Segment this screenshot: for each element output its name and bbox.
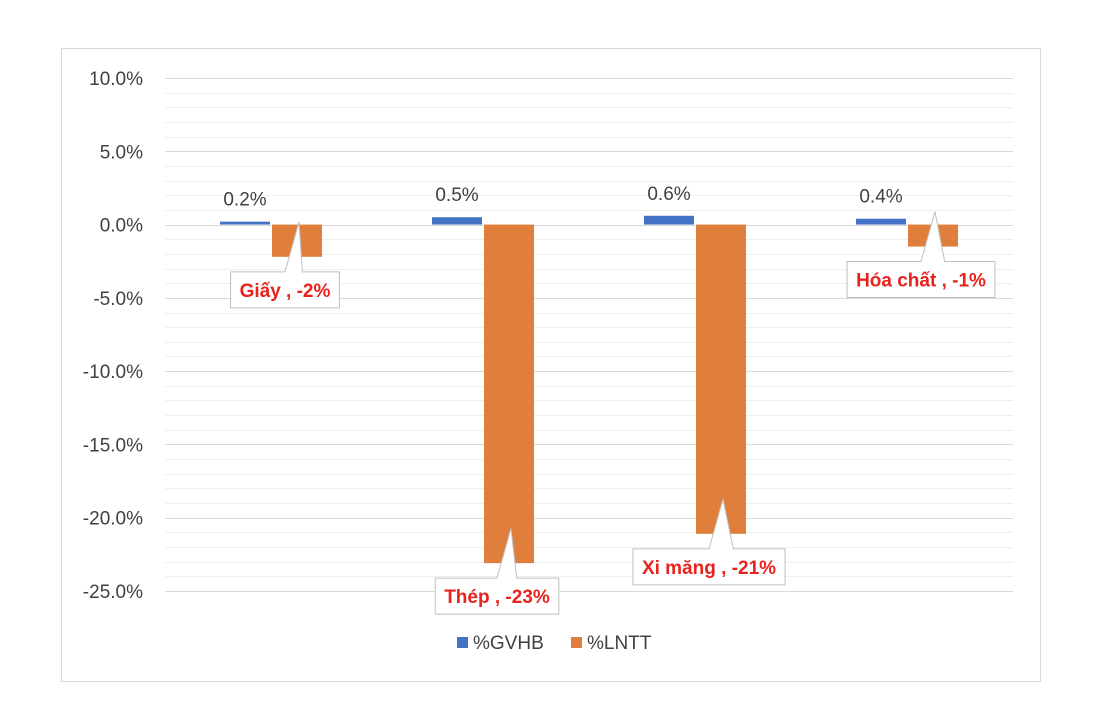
y-tick-label: -10.0%: [83, 362, 143, 383]
callout-label: Thép , -23%: [444, 587, 550, 608]
callout-0: Giấy , -2%: [230, 221, 340, 309]
callout-3: Hóa chất , -1%: [846, 211, 996, 299]
bars: [220, 215, 958, 564]
y-tick-label: -15.0%: [83, 435, 143, 456]
callout-label: Giấy , -2%: [240, 281, 331, 302]
callout-box: [632, 498, 786, 586]
gvhb-data-label: 0.2%: [223, 190, 266, 211]
callout-1: Thép , -23%: [434, 528, 560, 615]
callout-box: [846, 211, 996, 299]
bar-gvhb-3: [856, 218, 906, 225]
y-axis-ticks: 10.0% 5.0% 0.0% -5.0% -10.0% -15.0% -20.0% -25.…: [83, 69, 143, 603]
y-tick-label: 5.0%: [100, 142, 143, 163]
bar-gvhb-2: [644, 215, 694, 225]
y-tick-label: -5.0%: [93, 289, 143, 310]
y-tick-label: -20.0%: [83, 509, 143, 530]
bar-lntt-2: [696, 224, 746, 534]
legend-swatch-lntt: [571, 637, 582, 648]
y-tick-label: 0.0%: [100, 216, 143, 237]
callout-box: [230, 221, 340, 309]
legend-label-lntt: %LNTT: [587, 633, 652, 654]
bar-gvhb-1: [432, 217, 482, 225]
data-labels: 0.2% 0.5% 0.6% 0.4%: [223, 184, 902, 211]
gvhb-data-label: 0.4%: [859, 187, 902, 208]
legend: %GVHB %LNTT: [457, 633, 652, 654]
legend-label-gvhb: %GVHB: [473, 633, 544, 654]
y-tick-label: 10.0%: [89, 69, 143, 90]
gvhb-data-label: 0.6%: [647, 184, 690, 205]
callout-label: Hóa chất , -1%: [856, 271, 986, 292]
legend-swatch-gvhb: [457, 637, 468, 648]
bar-gvhb-0: [220, 221, 270, 225]
callout-2: Xi măng , -21%: [632, 498, 786, 586]
bar-lntt-1: [484, 224, 534, 564]
callouts: Giấy , -2% Thép , -23% Xi măng , -21% Hóa c…: [230, 211, 996, 615]
grid-lines: [165, 78, 1013, 592]
gvhb-data-label: 0.5%: [435, 185, 478, 206]
callout-label: Xi măng , -21%: [642, 558, 776, 579]
y-tick-label: -25.0%: [83, 582, 143, 603]
callout-box: [434, 528, 560, 615]
